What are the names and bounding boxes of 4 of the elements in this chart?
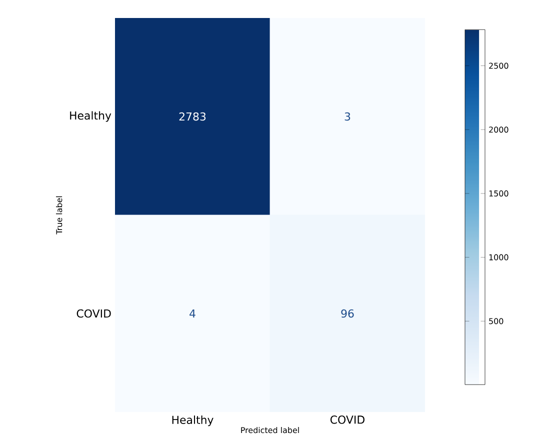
data-label: 4: [190, 310, 196, 318]
data-label: 2783: [179, 112, 206, 121]
data-label: 3: [344, 112, 350, 121]
data-label: 96: [341, 309, 354, 318]
